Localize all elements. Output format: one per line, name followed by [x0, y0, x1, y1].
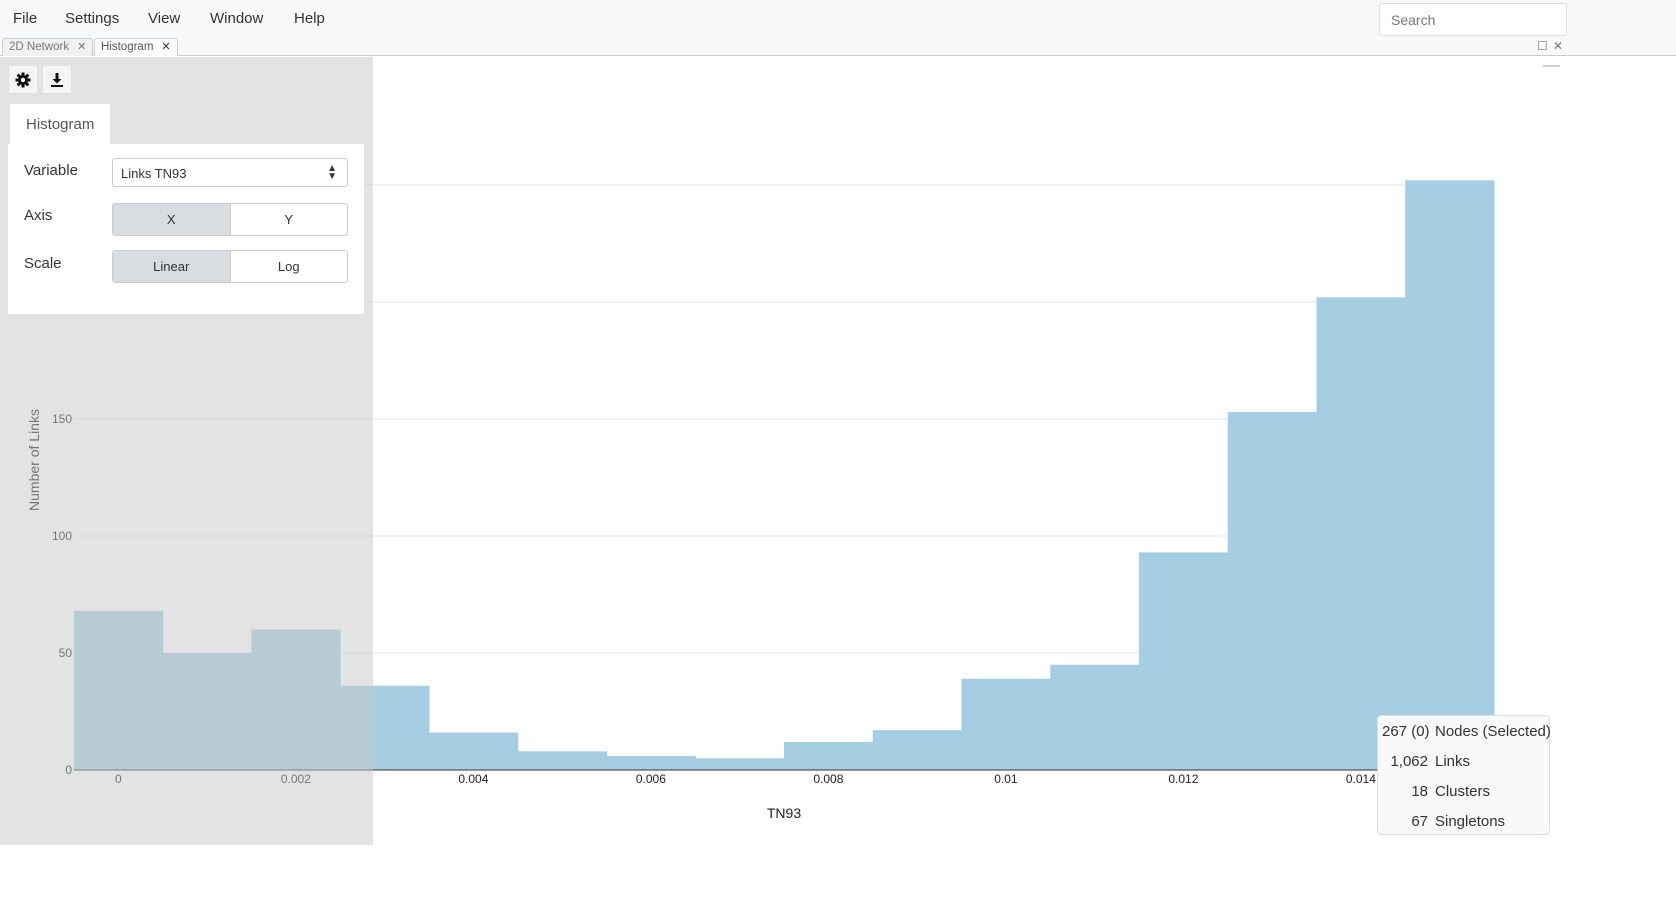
histogram-bar [1227, 411, 1317, 770]
download-icon [51, 72, 63, 87]
close-window-icon[interactable]: ✕ [1553, 39, 1564, 53]
stat-links: 1,062 Links [1390, 753, 1471, 770]
tab-label: 2D Network [9, 41, 70, 53]
x-tick-label: 0.004 [458, 772, 488, 786]
menu-settings[interactable]: Settings [65, 10, 120, 27]
histogram-bar [517, 751, 607, 770]
close-icon[interactable]: ✕ [161, 41, 171, 53]
menu-bar: File Settings View Window Help [0, 0, 1676, 38]
stat-clusters: 18 Clusters [1411, 783, 1491, 800]
maximize-icon[interactable]: ☐ [1537, 39, 1548, 53]
axis-toggle: X Y [112, 203, 348, 236]
network-stats-box: 267 (0) Nodes (Selected) 1,062 Links 18 Clu… [1377, 715, 1551, 835]
histogram-bar [1316, 297, 1406, 770]
x-tick-label: 0.01 [994, 772, 1018, 786]
close-icon[interactable]: ✕ [77, 41, 87, 53]
stat-nodes: 267 (0) Nodes (Selected) [1382, 723, 1551, 740]
scale-linear-button[interactable]: Linear [113, 251, 230, 282]
x-tick-label: 0.014 [1346, 772, 1376, 786]
x-axis-title: TN93 [767, 805, 801, 821]
histogram-settings-panel: Variable Links TN93 ▲ ▼ Axis X Y Scale Lin… [8, 144, 364, 314]
stat-singletons: 67 Singletons [1411, 813, 1506, 830]
histogram-bar [872, 730, 962, 770]
x-tick-label: 0.006 [636, 772, 666, 786]
histogram-bar [784, 741, 874, 770]
minimize-handle[interactable] [1543, 65, 1560, 67]
tab-label: Histogram [101, 41, 154, 53]
search-input[interactable] [1379, 3, 1567, 36]
histogram-bar [1405, 180, 1495, 770]
tab-bar: 2D Network ✕ Histogram ✕ [0, 38, 1676, 56]
scale-log-button[interactable]: Log [229, 251, 348, 282]
menu-file[interactable]: File [13, 10, 38, 27]
variable-select[interactable]: Links TN93 ▲ ▼ [112, 158, 348, 187]
x-tick-label: 0.012 [1168, 772, 1198, 786]
scale-label: Scale [24, 255, 62, 272]
variable-label: Variable [24, 162, 78, 179]
histogram-bar [695, 758, 785, 770]
histogram-bar [606, 755, 696, 770]
export-button[interactable] [42, 65, 72, 94]
settings-button[interactable] [8, 65, 38, 94]
scale-toggle: Linear Log [112, 250, 348, 283]
histogram-bar [429, 732, 519, 770]
panel-tab-histogram[interactable]: Histogram [10, 104, 110, 145]
tab-histogram[interactable]: Histogram ✕ [94, 38, 178, 56]
histogram-bar [1050, 664, 1140, 770]
histogram-bar [1139, 552, 1229, 770]
variable-value: Links TN93 [121, 166, 187, 181]
menu-view[interactable]: View [148, 10, 181, 27]
menu-window[interactable]: Window [210, 10, 264, 27]
sort-caret-icon: ▲ ▼ [327, 163, 337, 182]
axis-y-button[interactable]: Y [229, 204, 348, 235]
axis-label: Axis [24, 207, 53, 224]
gear-icon [15, 72, 31, 87]
menu-help[interactable]: Help [294, 10, 325, 27]
tab-2d-network[interactable]: 2D Network ✕ [2, 38, 94, 56]
axis-x-button[interactable]: X [113, 204, 230, 235]
x-tick-label: 0.008 [813, 772, 843, 786]
histogram-bar [961, 678, 1051, 770]
